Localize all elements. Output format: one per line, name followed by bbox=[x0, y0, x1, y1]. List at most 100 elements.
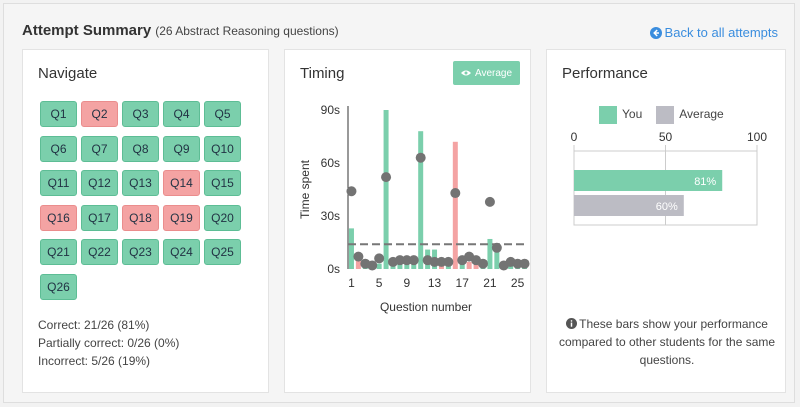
y-axis-label: Time spent bbox=[298, 159, 312, 219]
timing-bar-q21 bbox=[487, 238, 493, 269]
question-button-q25[interactable]: Q25 bbox=[204, 239, 241, 265]
timing-bar-q18 bbox=[466, 261, 472, 269]
average-button-label: Average bbox=[474, 67, 513, 79]
average-dot-q22 bbox=[491, 242, 502, 253]
average-dot-q20 bbox=[478, 258, 488, 269]
question-button-q1[interactable]: Q1 bbox=[40, 101, 77, 127]
y-tick-label: 30s bbox=[321, 209, 340, 223]
x-tick-label: 1 bbox=[348, 276, 355, 290]
timing-panel: Timing Average 0s 30s 60s 90s Time spent 1 5 9 1… bbox=[284, 49, 531, 393]
question-button-q2[interactable]: Q2 bbox=[81, 101, 118, 127]
y-tick-label: 0s bbox=[327, 262, 340, 276]
x-tick-label: 5 bbox=[376, 276, 383, 290]
question-button-q4[interactable]: Q4 bbox=[163, 101, 200, 127]
legend-you-label: You bbox=[622, 107, 643, 122]
page-title: Attempt Summary (26 Abstract Reasoning qu… bbox=[22, 22, 339, 39]
x-tick-label: 13 bbox=[428, 276, 442, 290]
question-button-q8[interactable]: Q8 bbox=[122, 135, 159, 162]
average-dot-q4 bbox=[367, 260, 378, 271]
average-dot-q13 bbox=[429, 256, 440, 267]
eye-icon bbox=[460, 70, 471, 76]
question-button-q24[interactable]: Q24 bbox=[163, 239, 200, 265]
performance-title: Performance bbox=[562, 65, 648, 82]
performance-note: These bars show your performance compare… bbox=[557, 315, 777, 369]
question-button-q3[interactable]: Q3 bbox=[122, 101, 159, 127]
question-button-q5[interactable]: Q5 bbox=[204, 101, 241, 127]
question-button-q26[interactable]: Q26 bbox=[40, 273, 77, 300]
average-dot-q15 bbox=[443, 256, 454, 267]
question-button-q10[interactable]: Q10 bbox=[204, 135, 241, 162]
average-dot-q6 bbox=[381, 172, 392, 183]
legend-average: Average bbox=[656, 106, 724, 124]
arrow-circle-left-icon bbox=[649, 26, 662, 39]
question-button-q21[interactable]: Q21 bbox=[40, 239, 77, 265]
x-tick-label: 17 bbox=[456, 276, 470, 290]
performance-tick-label: 100 bbox=[747, 130, 767, 144]
y-tick-label: 90s bbox=[321, 103, 340, 117]
timing-bar-q5 bbox=[376, 263, 382, 269]
performance-bar-label-average: 60% bbox=[656, 201, 678, 213]
timing-bar-q1 bbox=[348, 228, 354, 269]
question-button-q16[interactable]: Q16 bbox=[40, 204, 77, 231]
x-tick-label: 25 bbox=[511, 276, 525, 290]
average-dot-q21 bbox=[484, 196, 495, 207]
average-dot-q2 bbox=[353, 251, 364, 262]
question-button-q17[interactable]: Q17 bbox=[81, 204, 118, 231]
timing-bar-q8 bbox=[397, 263, 403, 269]
timing-bar-q11 bbox=[418, 131, 424, 269]
back-to-attempts-link[interactable]: Back to all attempts bbox=[649, 25, 778, 40]
back-link-label: Back to all attempts bbox=[664, 25, 778, 40]
performance-panel: Performance You Average 0 50 100 81% 60% The… bbox=[546, 49, 786, 393]
timing-bar-q22 bbox=[494, 244, 500, 269]
y-tick-label: 60s bbox=[321, 156, 340, 170]
question-button-q18[interactable]: Q18 bbox=[122, 204, 159, 231]
average-dot-q16 bbox=[450, 188, 461, 199]
question-button-q11[interactable]: Q11 bbox=[40, 170, 77, 196]
navigate-panel: Navigate Q1 Q2 Q3 Q4 Q5 Q6 Q7 Q8 Q9 Q10 Q11 Q12 Q13 Q… bbox=[22, 49, 269, 393]
average-dot-q11 bbox=[415, 152, 426, 163]
average-toggle-button[interactable]: Average bbox=[453, 61, 520, 85]
average-dot-q5 bbox=[374, 253, 385, 264]
stat-incorrect: Incorrect: 5/26 (19%) bbox=[38, 354, 151, 368]
performance-legend: You Average bbox=[599, 106, 724, 124]
stats-block: Correct: 21/26 (81%) Partially correct: … bbox=[38, 316, 179, 370]
question-button-q19[interactable]: Q19 bbox=[163, 204, 200, 231]
average-dot-q25 bbox=[512, 258, 523, 269]
timing-bar-q16 bbox=[452, 141, 458, 269]
question-button-q13[interactable]: Q13 bbox=[122, 170, 159, 196]
timing-chart: 0s 30s 60s 90s Time spent 1 5 9 13 17 21 25 Question… bbox=[298, 103, 530, 314]
performance-tick-label: 0 bbox=[571, 130, 578, 144]
question-button-q22[interactable]: Q22 bbox=[81, 239, 118, 265]
performance-tick-label: 50 bbox=[659, 130, 673, 144]
timing-bar-q9 bbox=[404, 263, 410, 269]
question-button-q9[interactable]: Q9 bbox=[163, 135, 200, 162]
attempt-summary-container: Attempt Summary (26 Abstract Reasoning qu… bbox=[3, 3, 795, 403]
navigate-title: Navigate bbox=[38, 65, 98, 82]
timing-bar-q6 bbox=[383, 110, 389, 269]
question-button-q23[interactable]: Q23 bbox=[122, 239, 159, 265]
x-tick-label: 9 bbox=[404, 276, 411, 290]
stat-partial: Partially correct: 0/26 (0%) bbox=[38, 336, 180, 350]
performance-bar-average bbox=[574, 195, 684, 216]
performance-bar-label-you: 81% bbox=[694, 176, 716, 188]
question-button-q12[interactable]: Q12 bbox=[81, 170, 118, 196]
legend-you: You bbox=[599, 106, 642, 124]
legend-average-label: Average bbox=[679, 107, 724, 122]
question-button-q15[interactable]: Q15 bbox=[204, 170, 241, 196]
page-subtitle: (26 Abstract Reasoning questions) bbox=[155, 24, 339, 38]
average-dot-q10 bbox=[408, 255, 419, 266]
average-dot-q1 bbox=[346, 186, 357, 197]
question-button-q14[interactable]: Q14 bbox=[163, 170, 200, 196]
question-button-q7[interactable]: Q7 bbox=[81, 135, 118, 162]
average-dot-q14 bbox=[436, 256, 447, 267]
title-text: Attempt Summary bbox=[22, 22, 152, 39]
average-dot-q26 bbox=[519, 258, 530, 269]
info-icon bbox=[566, 318, 578, 329]
timing-bar-q24 bbox=[508, 265, 514, 269]
question-button-q6[interactable]: Q6 bbox=[40, 135, 77, 162]
legend-you-swatch bbox=[599, 106, 617, 124]
performance-chart: 0 50 100 81% 60% bbox=[571, 130, 767, 226]
average-dot-q8 bbox=[394, 255, 405, 266]
stat-correct: Correct: 21/26 (81%) bbox=[38, 318, 150, 332]
question-button-q20[interactable]: Q20 bbox=[204, 204, 241, 231]
